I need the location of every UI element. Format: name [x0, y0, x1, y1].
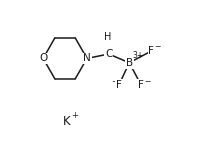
Text: C: C [105, 49, 112, 59]
Text: N: N [83, 53, 91, 63]
Text: F: F [138, 80, 144, 90]
Text: K: K [63, 115, 70, 128]
Text: +: + [71, 111, 78, 120]
Text: F: F [116, 80, 122, 90]
Text: O: O [39, 53, 47, 63]
Text: B: B [126, 58, 133, 68]
Text: 3+: 3+ [132, 51, 143, 60]
Text: −: − [144, 77, 150, 86]
Text: −: − [111, 77, 117, 86]
Text: F: F [148, 46, 154, 56]
Text: H: H [104, 32, 112, 42]
Text: −: − [154, 42, 160, 51]
